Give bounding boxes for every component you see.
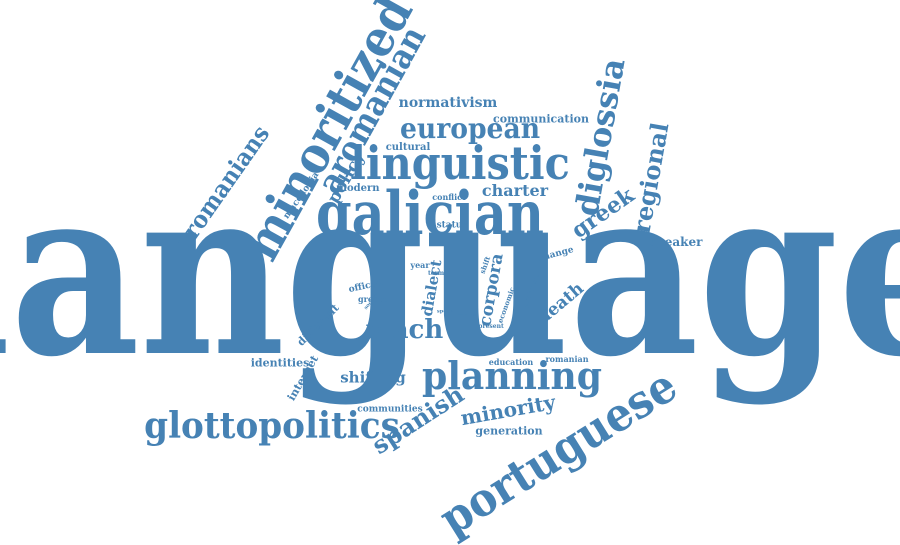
word-conflict: conflict — [432, 192, 466, 202]
word-galician: galician — [315, 179, 545, 249]
word-linguistic: linguistic — [350, 136, 570, 190]
word-european: european — [399, 112, 541, 145]
word-speaker: speaker — [649, 235, 703, 249]
word-normativism: normativism — [398, 95, 498, 111]
word-communities: communities — [357, 404, 423, 415]
word-cultural: cultural — [385, 142, 431, 153]
word-year: year — [410, 260, 430, 270]
word-glottopolitics: glottopolitics — [144, 405, 400, 447]
word-vlach: vlach — [366, 315, 444, 345]
word-corpus: corpus — [457, 312, 477, 319]
word-planning: planning — [421, 353, 603, 398]
word-education: education — [488, 357, 534, 367]
word-status: status — [436, 220, 468, 231]
word-communication: communication — [493, 112, 589, 126]
word-identities: identities — [250, 356, 310, 370]
word-speak: speak — [436, 308, 454, 315]
word-charter: charter — [481, 181, 549, 200]
word-language: language — [0, 135, 900, 408]
word-present: present — [478, 323, 504, 330]
word-shifting: shifting — [340, 368, 406, 387]
word-romanian: romanian — [545, 354, 589, 364]
word-generation: generation — [475, 424, 543, 438]
word-greece: greece — [358, 294, 388, 304]
word-term: term — [427, 270, 445, 277]
word-modern: modern — [336, 183, 380, 194]
